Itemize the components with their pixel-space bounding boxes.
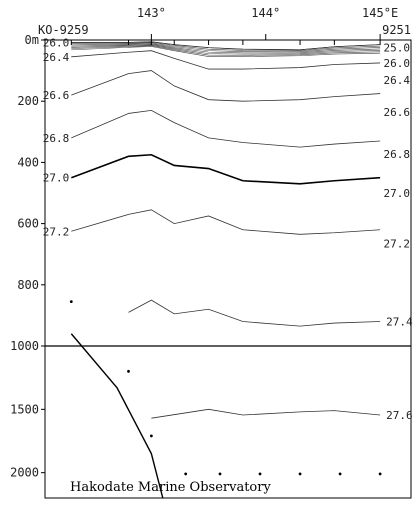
isopycnal-27-2	[71, 209, 381, 235]
plot-frame	[44, 39, 412, 499]
y-axis-ticks: 0m 200 400 600 800 1000 1500 2000	[10, 33, 45, 480]
isopycnal-27-0	[71, 153, 381, 185]
isopycnal-labels: 26.0 26.4 26.6 26.8 27.0 27.2 27.4 27.6 25.0 26.0…	[43, 36, 413, 422]
right-label-1: 26.0	[384, 57, 411, 70]
y-tick-label-4: 800	[17, 278, 39, 292]
isopycnal-27-4	[128, 299, 381, 327]
right-label-3: 26.6	[384, 106, 411, 119]
isopycnal-label-5: 27.2	[43, 225, 70, 238]
x-tick-label-2: 145°E	[362, 6, 398, 20]
isopycnal-label-3: 26.8	[43, 132, 70, 145]
y-tick-label-3: 600	[17, 217, 39, 231]
sample-point-6	[298, 472, 302, 476]
station-end-label: 9251	[382, 23, 411, 37]
isopycnal-label-0: 26.0	[43, 36, 70, 49]
x-tick-label-0: 143°	[137, 6, 166, 20]
y-tick-label-2: 400	[17, 155, 39, 169]
isopycnal-label-7: 27.6	[386, 409, 413, 422]
right-label-0: 25.0	[384, 42, 411, 55]
isopycnal-26-0	[71, 41, 381, 51]
credit-label: Hakodate Marine Observatory	[70, 480, 271, 495]
sample-points	[69, 300, 382, 476]
surface-isopycnal-6	[71, 46, 381, 57]
isopycnal-26-8	[71, 109, 381, 148]
sample-point-5	[258, 472, 262, 476]
sample-point-1	[127, 369, 130, 373]
isopycnal-26-4	[71, 50, 381, 70]
isopycnal-lines	[71, 41, 381, 419]
sample-point-3	[184, 472, 188, 476]
sample-point-8	[378, 472, 382, 476]
right-label-2: 26.4	[384, 74, 411, 87]
right-label-6: 27.2	[384, 237, 411, 250]
surface-isopycnal-3	[71, 43, 381, 54]
isopycnal-label-1: 26.4	[43, 51, 70, 64]
y-tick-label-1: 200	[17, 94, 39, 108]
surface-isopycnal-1	[71, 42, 381, 52]
isopycnal-27-6	[151, 408, 381, 419]
surface-crowded-isopycnals	[71, 41, 381, 57]
surface-isopycnal-5	[71, 45, 381, 56]
bottom-profile-line	[70, 333, 164, 499]
sample-point-4	[218, 472, 222, 476]
isopycnal-label-2: 26.6	[43, 89, 70, 102]
surface-isopycnal-4	[71, 44, 381, 55]
station-start-label: KO-9259	[38, 23, 89, 37]
y-tick-label-5: 1000	[10, 339, 39, 353]
right-label-4: 26.8	[384, 148, 411, 161]
y-tick-label-0: 0m	[25, 33, 39, 47]
y-tick-label-6: 1500	[10, 402, 39, 416]
sample-point-0	[69, 300, 73, 304]
isopycnal-label-4: 27.0	[43, 172, 70, 185]
isopycnal-label-6: 27.4	[386, 316, 413, 329]
right-label-5: 27.0	[384, 187, 411, 200]
surface-isopycnal-2	[71, 43, 381, 53]
y-tick-label-7: 2000	[10, 466, 39, 480]
plot-area	[44, 39, 412, 499]
isopycnal-26-6	[71, 70, 381, 102]
x-tick-label-1: 144°	[251, 6, 280, 20]
x-axis-ticks: 143° 144° 145°E	[70, 6, 398, 45]
sample-point-7	[338, 472, 342, 476]
sample-point-2	[149, 434, 153, 438]
bottom-profile	[70, 333, 164, 499]
